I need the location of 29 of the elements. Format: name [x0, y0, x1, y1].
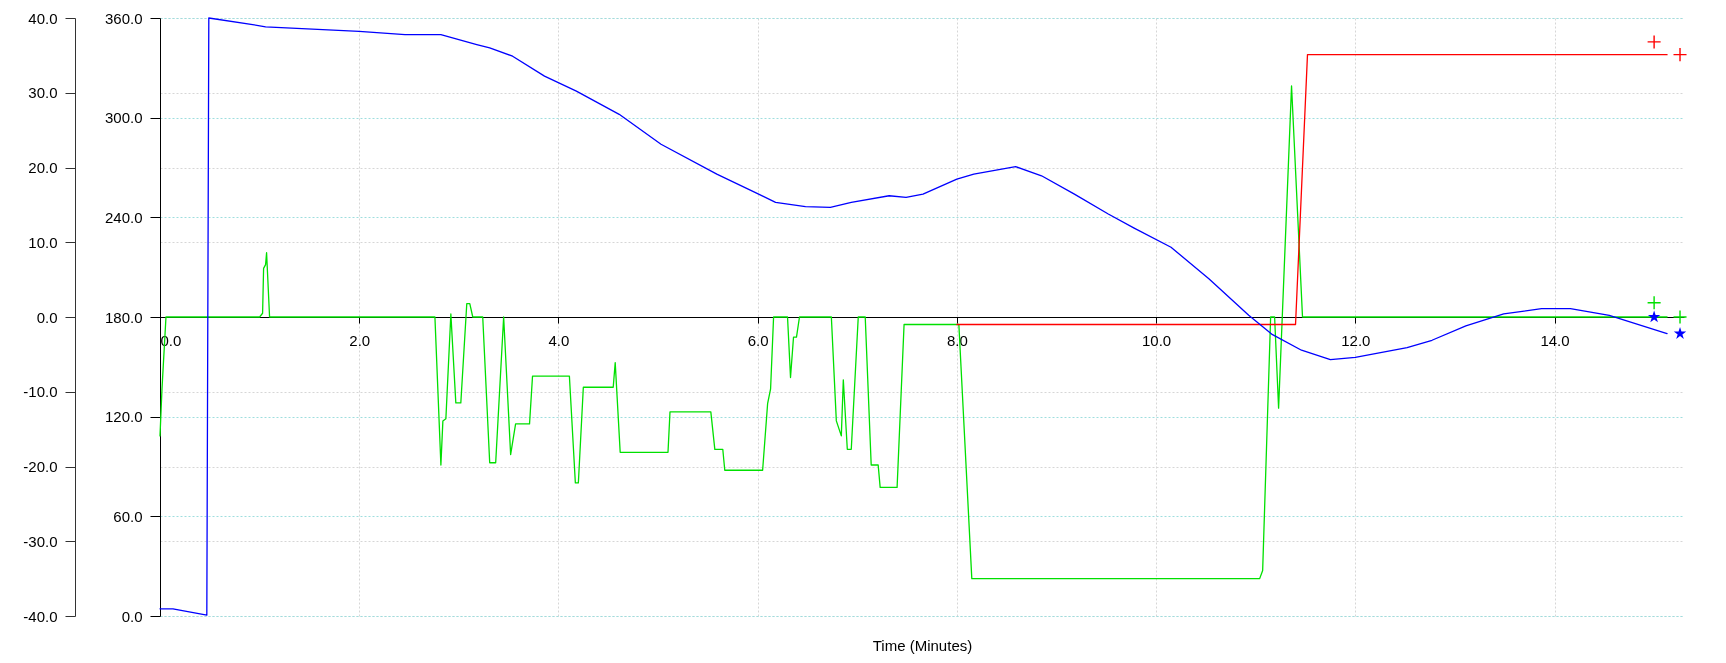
point — [1672, 309, 1688, 325]
y2-tick-label: 360.0 — [104, 9, 143, 27]
y-tick-label: 30.0 — [28, 84, 58, 102]
x-tick-label: 10.0 — [1141, 331, 1172, 349]
point — [1672, 47, 1688, 62]
y2-tick-label: 300.0 — [104, 109, 143, 127]
y2-tick-label: 60.0 — [113, 507, 143, 525]
line-series — [159, 85, 1668, 580]
y2-tick-label: 240.0 — [104, 208, 143, 226]
y2-tick-label: 0.0 — [121, 607, 143, 625]
line-series — [159, 17, 1668, 616]
y-tick-label: -10.0 — [23, 383, 58, 401]
x-axis-title: Time (Minutes) — [872, 636, 973, 654]
point — [1646, 295, 1662, 311]
x-tick-label: 12.0 — [1341, 331, 1371, 349]
y-tick-label: 10.0 — [28, 233, 58, 251]
y-tick-label: -30.0 — [23, 532, 58, 550]
y2-tick-label: 120.0 — [104, 408, 143, 426]
y-tick-label: 0.0 — [36, 308, 58, 326]
x-tick-label: 6.0 — [747, 331, 769, 349]
y-tick-label: 40.0 — [28, 9, 58, 27]
x-tick-label: 4.0 — [548, 331, 570, 349]
x-tick-label: 14.0 — [1540, 331, 1570, 349]
y-tick-label: -20.0 — [23, 458, 58, 475]
point — [1646, 34, 1662, 50]
x-tick-label: 2.0 — [349, 331, 371, 349]
y-tick-label: -40.0 — [23, 607, 58, 625]
y-tick-label: 20.0 — [28, 159, 58, 176]
y2-tick-label: 180.0 — [104, 308, 143, 326]
